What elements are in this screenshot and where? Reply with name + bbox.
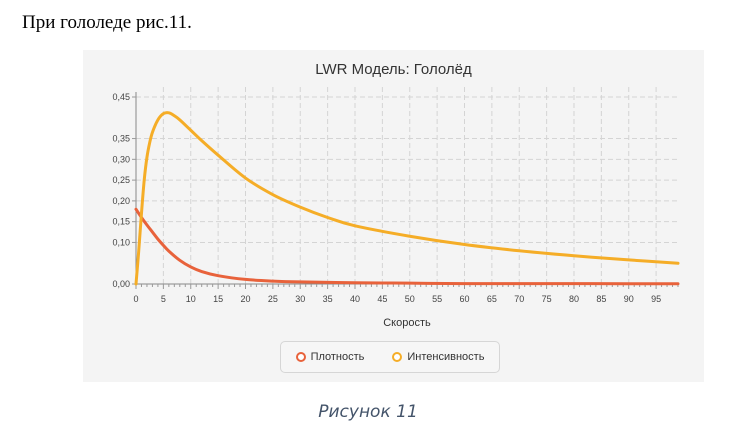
x-tick-label: 95 — [651, 294, 661, 304]
y-tick-label: 0,10 — [112, 237, 130, 247]
x-tick-label: 5 — [161, 294, 166, 304]
x-tick-label: 10 — [186, 294, 196, 304]
chart-title: LWR Модель: Гололёд — [315, 61, 472, 78]
x-tick-label: 65 — [487, 294, 497, 304]
x-tick-label: 75 — [542, 294, 552, 304]
x-tick-label: 15 — [213, 294, 223, 304]
figure-caption: Рисунок 11 — [318, 402, 418, 422]
series-line-intensity — [134, 111, 680, 286]
x-tick-label: 60 — [459, 294, 469, 304]
x-tick-label: 0 — [133, 294, 138, 304]
chart-svg: 0 5 10 15 20 25 30 35 40 45 50 55 60 65 70 75 80 85 90 95 0,… — [112, 87, 680, 304]
y-tick-label: 0,25 — [112, 175, 130, 185]
x-tick-label: 80 — [569, 294, 579, 304]
y-tick-label: 0,35 — [112, 134, 130, 144]
y-tick-label: 0,20 — [112, 196, 130, 206]
intensity-marker-icon — [392, 352, 403, 362]
x-tick-label: 35 — [323, 294, 333, 304]
series-line-density — [134, 207, 680, 286]
legend-item-density[interactable]: Плотность — [295, 351, 365, 363]
chart-panel: 0 5 10 15 20 25 30 35 40 45 50 55 60 65 70 75 80 85 90 95 0,… — [83, 50, 704, 382]
legend-item-intensity[interactable]: Интенсивность — [392, 351, 484, 363]
x-tick-label: 40 — [350, 294, 360, 304]
y-tick-label: 0,30 — [112, 154, 130, 164]
x-tick-label: 30 — [295, 294, 305, 304]
x-tick-label: 70 — [514, 294, 524, 304]
legend: Плотность Интенсивность — [280, 341, 500, 373]
legend-label-intensity: Интенсивность — [407, 351, 485, 363]
y-tick-label: 0,00 — [112, 279, 130, 289]
x-tick-label: 55 — [432, 294, 442, 304]
x-tick-label: 45 — [377, 294, 387, 304]
x-tick-label: 90 — [624, 294, 634, 304]
y-tick-label: 0,45 — [112, 92, 130, 102]
density-marker-icon — [295, 352, 306, 362]
x-axis-label: Скорость — [383, 317, 431, 329]
x-tick-label: 25 — [268, 294, 278, 304]
x-tick-label: 50 — [405, 294, 415, 304]
legend-label-density: Плотность — [310, 351, 365, 363]
x-tick-label: 85 — [596, 294, 606, 304]
x-tick-label: 20 — [240, 294, 250, 304]
y-tick-label: 0,15 — [112, 217, 130, 227]
intro-text: При гололеде рис.11. — [22, 12, 192, 33]
